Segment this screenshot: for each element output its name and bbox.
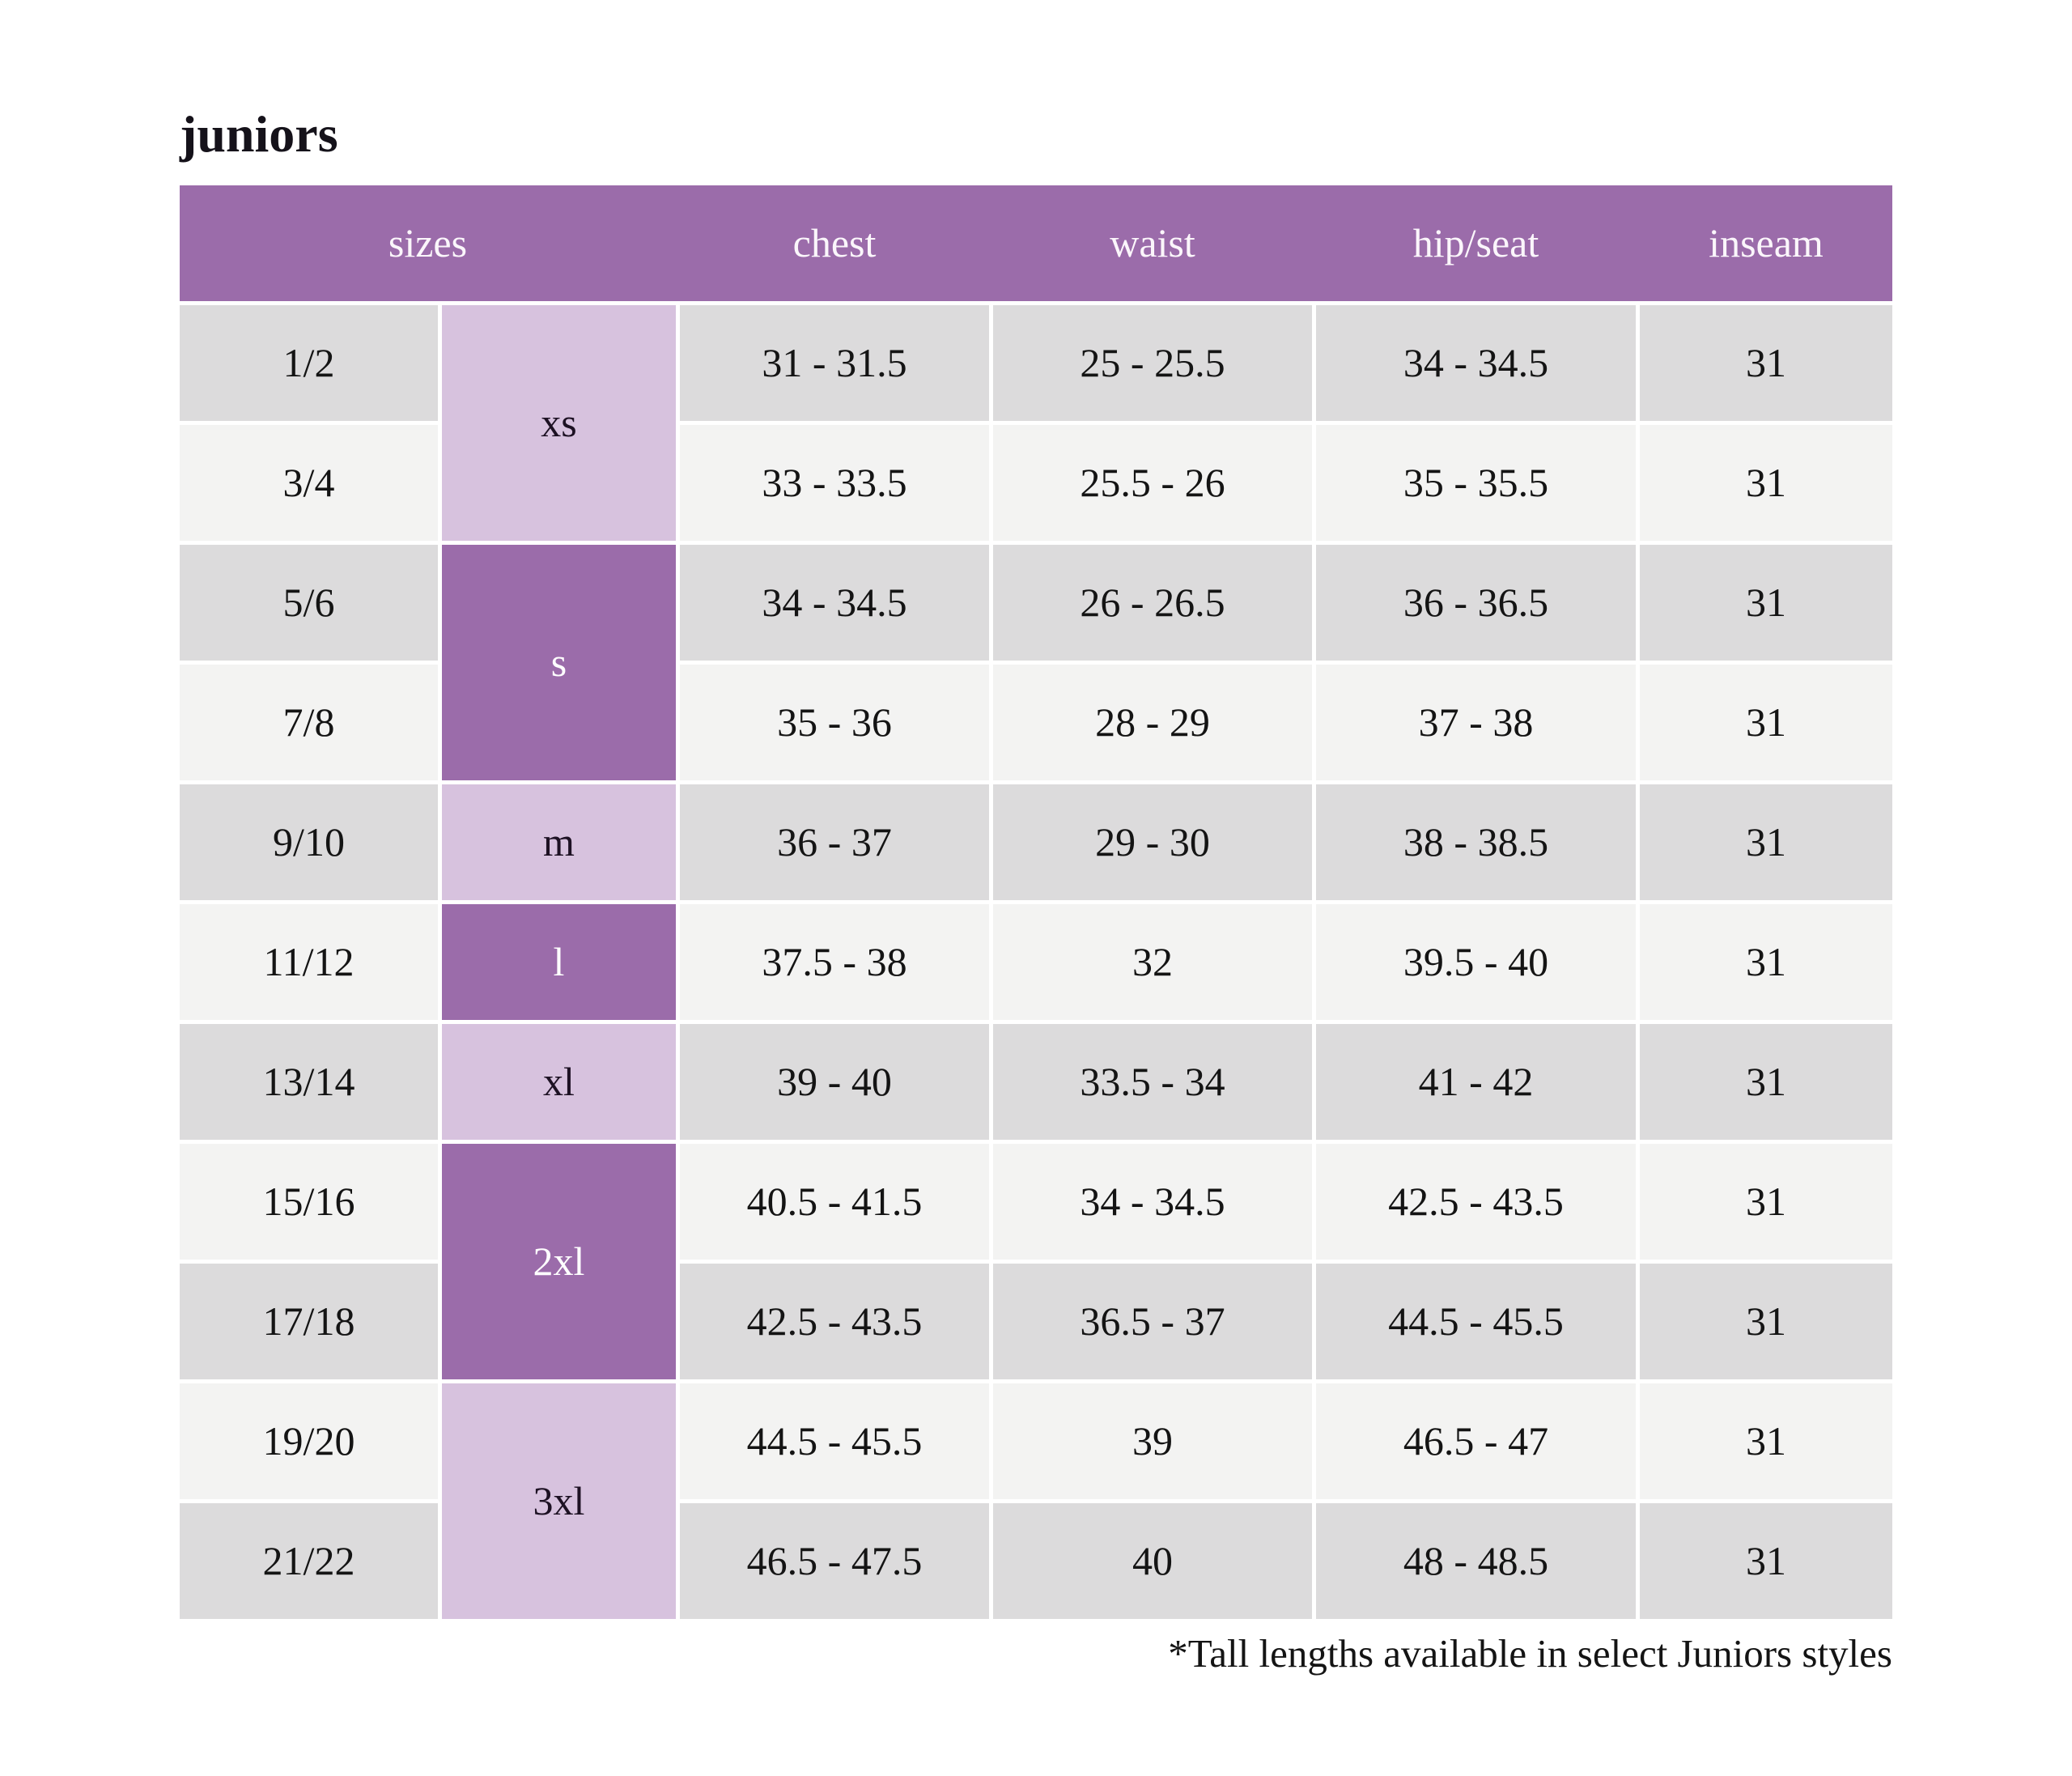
chest-cell: 40.5 - 41.5 bbox=[680, 1143, 989, 1260]
header-hip-seat: hip/seat bbox=[1412, 220, 1539, 266]
letter-size-cell-s: s bbox=[442, 544, 676, 780]
waist-cell: 28 - 29 bbox=[993, 664, 1312, 780]
letter-size-cell-2xl: 2xl bbox=[442, 1143, 676, 1379]
inseam-cell: 31 bbox=[1640, 1502, 1892, 1619]
size-cell: 19/20 bbox=[180, 1383, 438, 1499]
inseam-cell: 31 bbox=[1640, 304, 1892, 421]
waist-cell: 25 - 25.5 bbox=[993, 304, 1312, 421]
letter-size-cell-m: m bbox=[442, 784, 676, 900]
hip-seat-cell: 44.5 - 45.5 bbox=[1316, 1263, 1636, 1379]
letter-size-cell-l: l bbox=[442, 903, 676, 1020]
chest-cell: 42.5 - 43.5 bbox=[680, 1263, 989, 1379]
inseam-cell: 31 bbox=[1640, 544, 1892, 661]
waist-cell: 36.5 - 37 bbox=[993, 1263, 1312, 1379]
page-title: juniors bbox=[180, 105, 338, 163]
letter-size-cell-xs: xs bbox=[442, 304, 676, 541]
chest-cell: 34 - 34.5 bbox=[680, 544, 989, 661]
table-header-row: sizes chest waist hip/seat inseam bbox=[180, 185, 1892, 301]
header-sizes: sizes bbox=[388, 220, 468, 266]
inseam-cell: 31 bbox=[1640, 1383, 1892, 1499]
inseam-cell: 31 bbox=[1640, 903, 1892, 1020]
hip-seat-cell: 48 - 48.5 bbox=[1316, 1502, 1636, 1619]
size-cell: 3/4 bbox=[180, 424, 438, 541]
hip-seat-cell: 37 - 38 bbox=[1316, 664, 1636, 780]
size-cell: 13/14 bbox=[180, 1023, 438, 1140]
hip-seat-cell: 39.5 - 40 bbox=[1316, 903, 1636, 1020]
hip-seat-cell: 42.5 - 43.5 bbox=[1316, 1143, 1636, 1260]
inseam-cell: 31 bbox=[1640, 424, 1892, 541]
header-waist: waist bbox=[1110, 220, 1195, 266]
letter-size-cell-xl: xl bbox=[442, 1023, 676, 1140]
chest-cell: 31 - 31.5 bbox=[680, 304, 989, 421]
size-cell: 9/10 bbox=[180, 784, 438, 900]
hip-seat-cell: 36 - 36.5 bbox=[1316, 544, 1636, 661]
chest-cell: 46.5 - 47.5 bbox=[680, 1502, 989, 1619]
hip-seat-cell: 41 - 42 bbox=[1316, 1023, 1636, 1140]
size-cell: 7/8 bbox=[180, 664, 438, 780]
waist-cell: 29 - 30 bbox=[993, 784, 1312, 900]
waist-cell: 39 bbox=[993, 1383, 1312, 1499]
hip-seat-cell: 38 - 38.5 bbox=[1316, 784, 1636, 900]
waist-cell: 26 - 26.5 bbox=[993, 544, 1312, 661]
inseam-cell: 31 bbox=[1640, 1023, 1892, 1140]
size-cell: 5/6 bbox=[180, 544, 438, 661]
size-cell: 17/18 bbox=[180, 1263, 438, 1379]
size-cell: 11/12 bbox=[180, 903, 438, 1020]
chest-cell: 35 - 36 bbox=[680, 664, 989, 780]
inseam-cell: 31 bbox=[1640, 664, 1892, 780]
chest-cell: 33 - 33.5 bbox=[680, 424, 989, 541]
size-cell: 1/2 bbox=[180, 304, 438, 421]
hip-seat-cell: 46.5 - 47 bbox=[1316, 1383, 1636, 1499]
waist-cell: 34 - 34.5 bbox=[993, 1143, 1312, 1260]
header-inseam: inseam bbox=[1709, 220, 1824, 266]
header-chest: chest bbox=[792, 220, 877, 266]
waist-cell: 32 bbox=[993, 903, 1312, 1020]
chest-cell: 44.5 - 45.5 bbox=[680, 1383, 989, 1499]
chest-cell: 37.5 - 38 bbox=[680, 903, 989, 1020]
chest-cell: 36 - 37 bbox=[680, 784, 989, 900]
waist-cell: 40 bbox=[993, 1502, 1312, 1619]
hip-seat-cell: 34 - 34.5 bbox=[1316, 304, 1636, 421]
waist-cell: 25.5 - 26 bbox=[993, 424, 1312, 541]
hip-seat-cell: 35 - 35.5 bbox=[1316, 424, 1636, 541]
letter-size-cell-3xl: 3xl bbox=[442, 1383, 676, 1619]
chest-cell: 39 - 40 bbox=[680, 1023, 989, 1140]
inseam-cell: 31 bbox=[1640, 784, 1892, 900]
size-chart-table: 1/2 xs 31 - 31.5 25 - 25.5 34 - 34.5 31 … bbox=[180, 304, 1892, 1619]
size-cell: 21/22 bbox=[180, 1502, 438, 1619]
waist-cell: 33.5 - 34 bbox=[993, 1023, 1312, 1140]
size-cell: 15/16 bbox=[180, 1143, 438, 1260]
inseam-cell: 31 bbox=[1640, 1263, 1892, 1379]
inseam-cell: 31 bbox=[1640, 1143, 1892, 1260]
tall-lengths-footnote: *Tall lengths available in select Junior… bbox=[1168, 1630, 1892, 1676]
size-chart-page: juniors sizes chest waist hip/seat insea… bbox=[180, 105, 1892, 1676]
